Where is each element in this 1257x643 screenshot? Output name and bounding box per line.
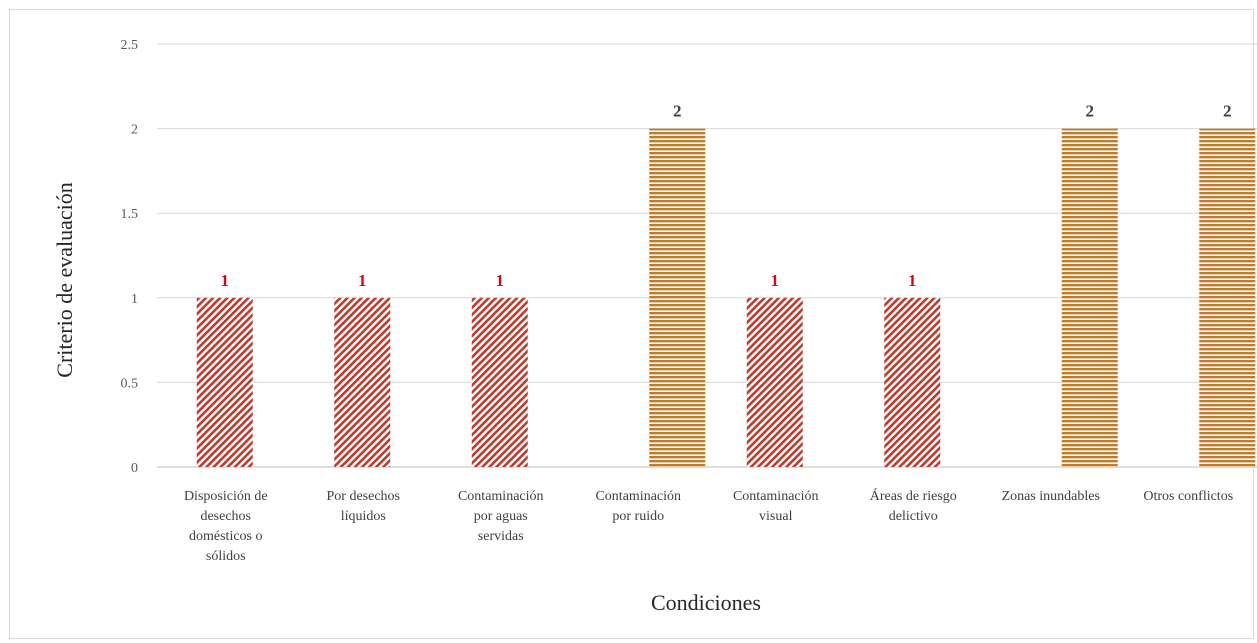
data-labels: 1 1 1 2 1 1 2 2 [221, 102, 1232, 290]
x-tick-label-0-1: desechos [200, 509, 251, 524]
x-tick-label-3-1: por ruido [612, 509, 664, 524]
x-axis-title: Condiciones [651, 590, 761, 615]
bar-4 [746, 297, 803, 467]
x-tick-label-0-3: sólidos [206, 549, 246, 564]
bar-0 [196, 297, 253, 467]
data-label-2: 1 [496, 271, 505, 290]
x-axis-categories: Disposición de desechos domésticos o sólido… [184, 487, 1233, 564]
y-tick-label-4: 2 [131, 123, 138, 138]
x-tick-label-1-1: líquidos [341, 509, 386, 524]
bar-7 [1199, 128, 1256, 467]
data-label-5: 1 [908, 271, 917, 290]
x-tick-label-5-1: delictivo [889, 509, 938, 524]
data-label-3: 2 [673, 102, 682, 121]
x-tick-label-4-1: visual [759, 509, 793, 524]
y-tick-label-2: 1 [131, 292, 138, 307]
y-tick-label-5: 2.5 [121, 38, 139, 53]
data-label-4: 1 [771, 271, 780, 290]
x-tick-label-0-2: domésticos o [189, 529, 263, 544]
x-tick-label-2-0: Contaminación [458, 489, 544, 504]
data-label-1: 1 [358, 271, 367, 290]
bars [196, 128, 1256, 467]
data-label-0: 1 [221, 271, 230, 290]
x-tick-label-2-2: servidas [478, 529, 524, 544]
y-tick-label-3: 1.5 [121, 207, 139, 222]
x-tick-label-7-0: Otros conflictos [1143, 489, 1233, 504]
x-tick-label-3-0: Contaminación [595, 489, 681, 504]
bar-3 [649, 128, 706, 467]
y-tick-label-1: 0.5 [121, 376, 139, 391]
bar-6 [1061, 128, 1118, 467]
x-tick-label-2-1: por aguas [474, 509, 528, 524]
data-label-7: 2 [1223, 102, 1232, 121]
data-label-6: 2 [1086, 102, 1095, 121]
x-tick-label-4-0: Contaminación [733, 489, 819, 504]
bar-1 [334, 297, 391, 467]
x-tick-label-1-0: Por desechos [327, 489, 401, 504]
x-tick-label-5-0: Áreas de riesgo [870, 487, 957, 504]
bar-5 [884, 297, 941, 467]
y-tick-label-0: 0 [131, 461, 138, 476]
y-axis-title: Criterio de evaluación [52, 182, 77, 377]
x-tick-label-6-0: Zonas inundables [1002, 489, 1100, 504]
y-axis-ticks: 0 0.5 1 1.5 2 2.5 [121, 38, 139, 476]
bar-2 [471, 297, 528, 467]
x-tick-label-0-0: Disposición de [184, 489, 268, 504]
